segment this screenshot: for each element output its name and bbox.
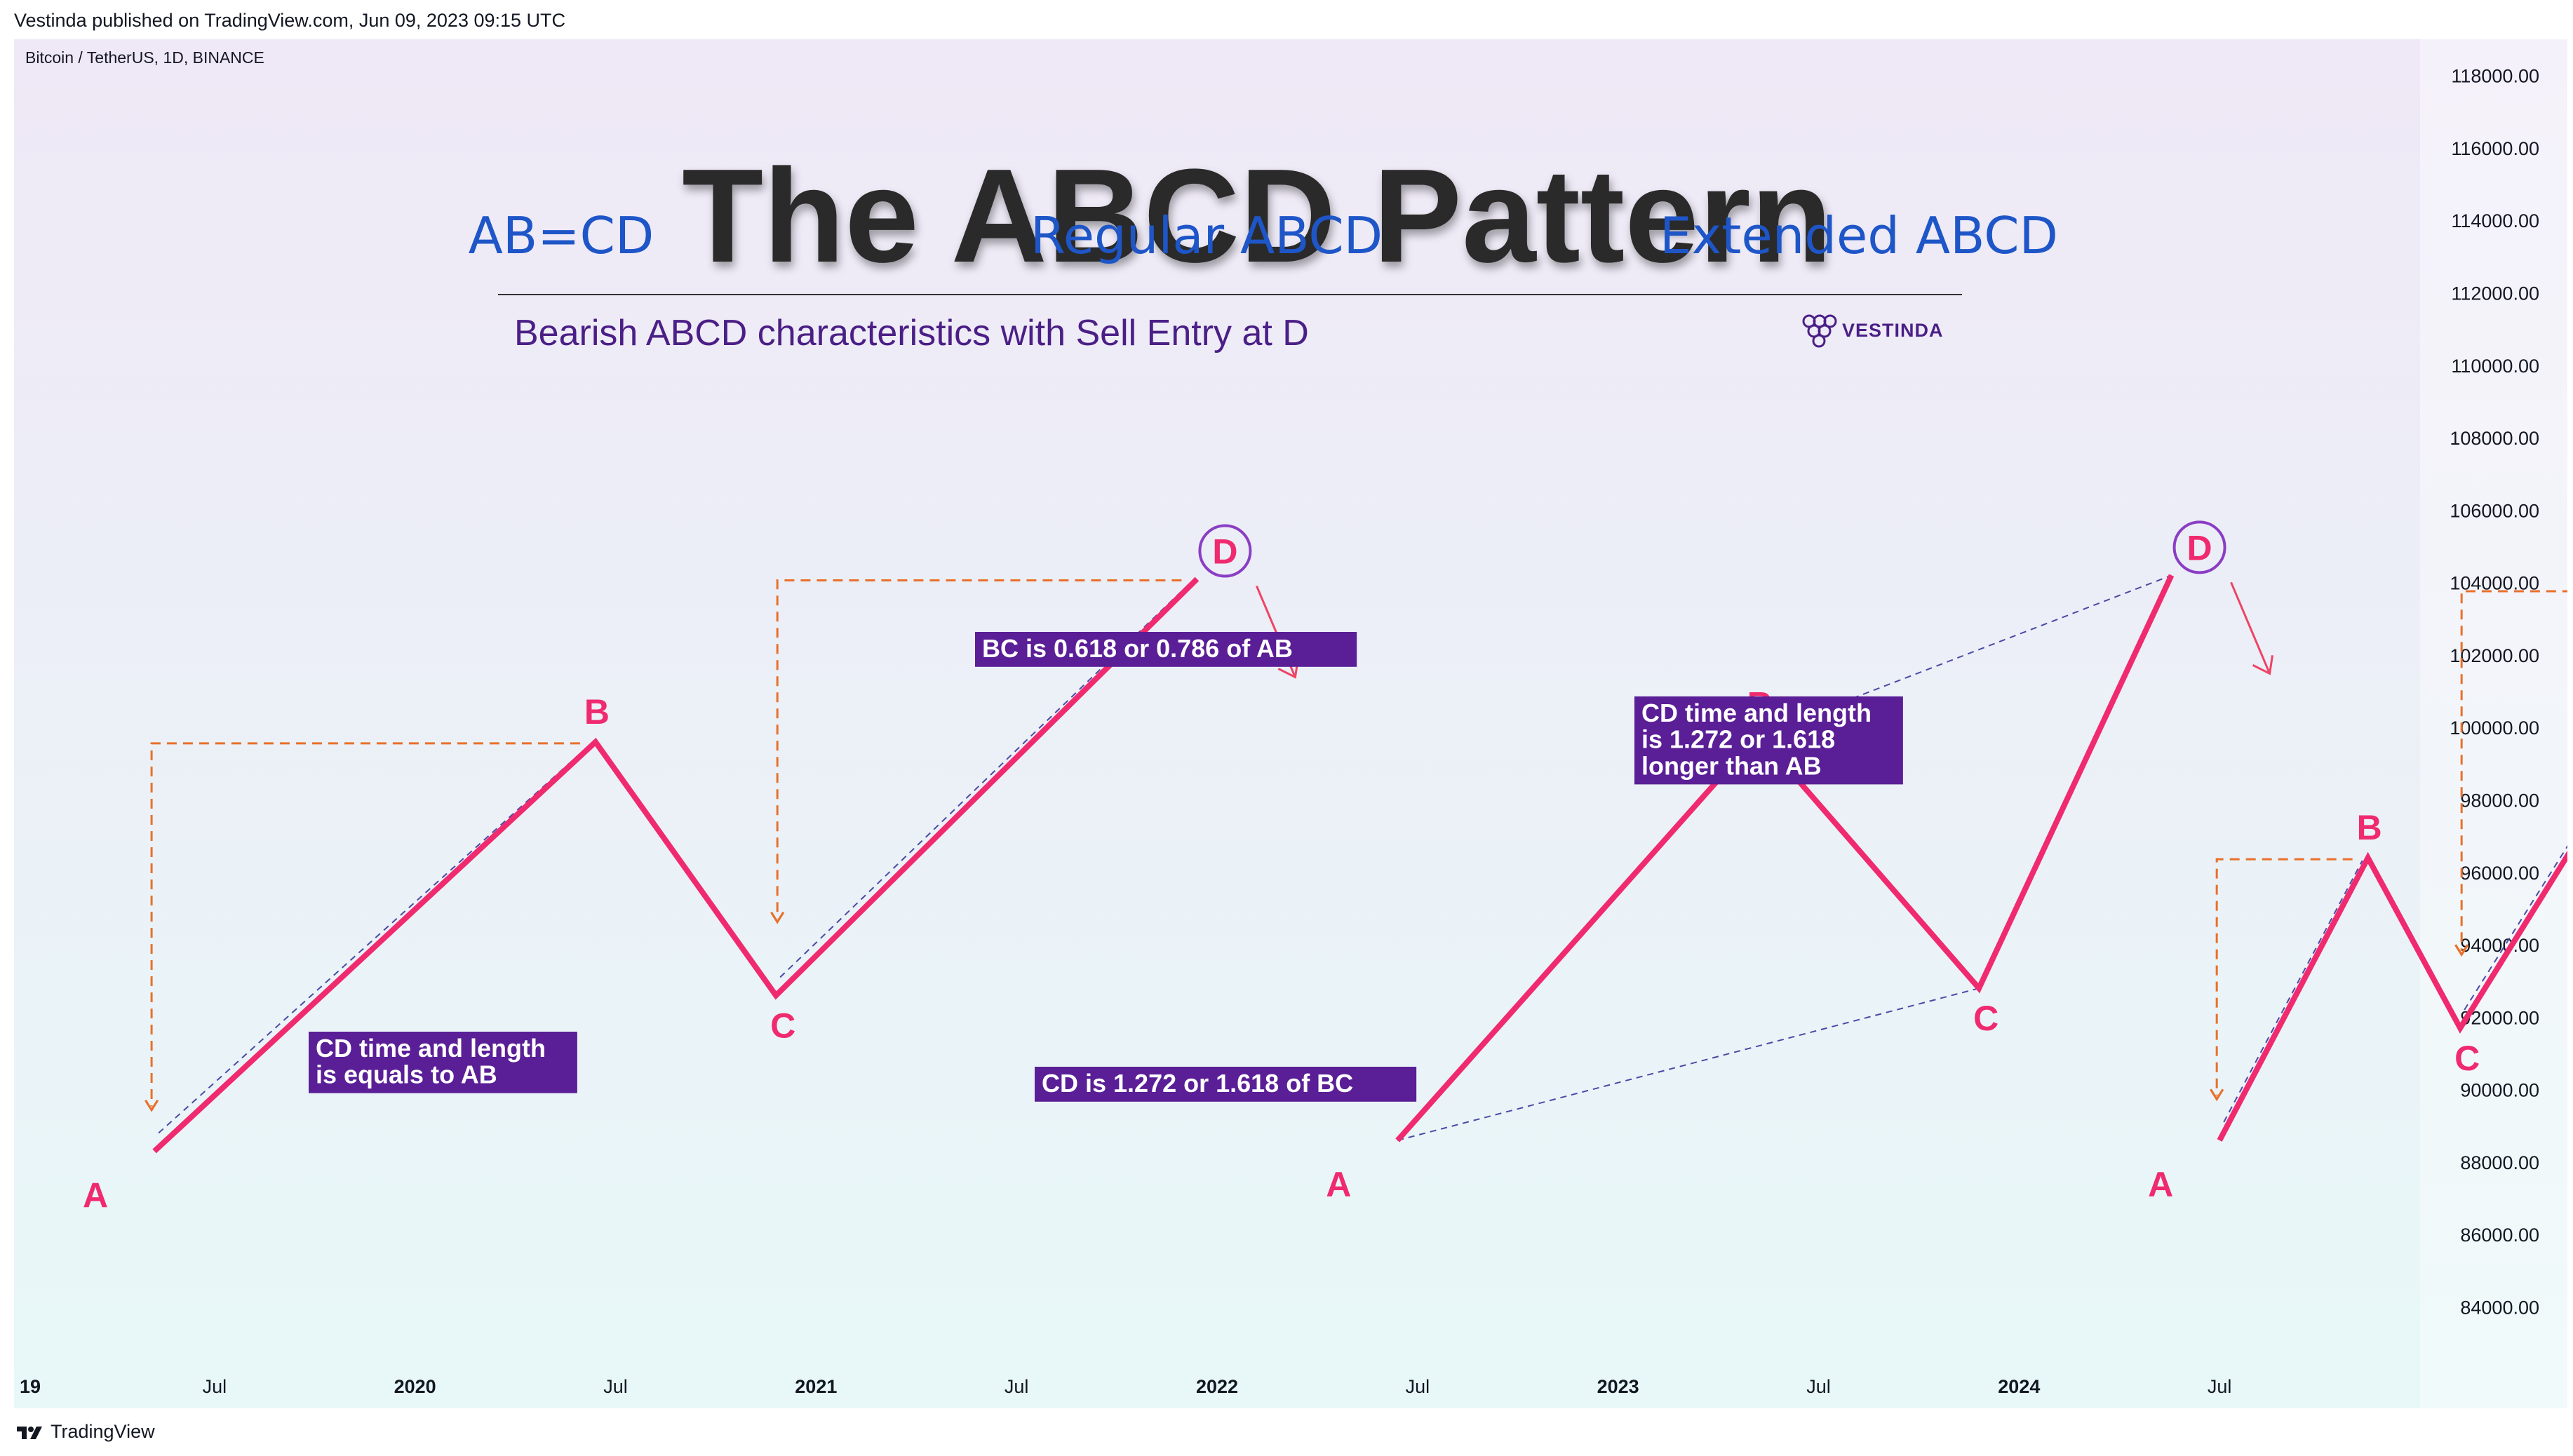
footer-bar [0, 1408, 2573, 1456]
sell-arrow [2230, 581, 2274, 675]
guide-line [158, 744, 591, 1134]
annotation-cd-extended-line: is 1.272 or 1.618 [1641, 725, 1835, 754]
pattern-subtitle: Bearish ABCD characteristics with Sell E… [514, 313, 1309, 353]
annotation-cd-equals-ab-bg [309, 1032, 577, 1093]
price-tick-label: 98000.00 [2460, 790, 2539, 811]
point-d-circle [2172, 520, 2226, 574]
time-tick-label: Jul [2208, 1376, 2232, 1397]
pattern-heading: AB=CD [469, 206, 654, 265]
tradingview-logo-icon [17, 1426, 42, 1439]
pattern-line [2217, 841, 2573, 1142]
point-label-a: A [83, 1175, 108, 1215]
price-tick-label: 110000.00 [2451, 356, 2539, 377]
price-tick-label: 100000.00 [2450, 717, 2539, 739]
time-tick-label: Jul [1406, 1376, 1430, 1397]
point-label-d: D [1212, 532, 1237, 571]
point-label-d: D [2187, 528, 2212, 567]
time-tick-label: 2022 [1196, 1376, 1238, 1397]
pattern-title: The ABCD Pattern [682, 142, 1832, 290]
annotation-cd-extended-bg [1634, 696, 1903, 785]
price-tick-label: 102000.00 [2450, 645, 2539, 666]
price-tick-label: 88000.00 [2460, 1152, 2539, 1173]
point-label-b: B [2357, 808, 2382, 847]
time-tick-label: Jul [1806, 1376, 1831, 1397]
time-tick-label: Jul [1005, 1376, 1029, 1397]
time-tick-label: Jul [603, 1376, 628, 1397]
chart-background [14, 39, 2420, 1408]
point-label-a: A [2148, 1165, 2173, 1204]
measure-arrow [2210, 858, 2353, 1102]
tradingview-label: TradingView [51, 1421, 155, 1442]
price-tick-label: 96000.00 [2460, 863, 2539, 884]
price-tick-label: 84000.00 [2460, 1297, 2539, 1319]
price-tick-label: 106000.00 [2450, 500, 2539, 521]
price-tick-label: 118000.00 [2451, 66, 2539, 87]
annotation-cd-extended-line: longer than AB [1641, 751, 1822, 780]
price-tick-label: 94000.00 [2460, 935, 2539, 956]
point-label-b: B [584, 692, 610, 732]
annotation-cd-ratio-bg [1035, 1067, 1417, 1102]
vestinda-logo-text: VESTINDA [1842, 320, 1944, 341]
price-tick-label: 108000.00 [2450, 428, 2539, 449]
annotation-bc-ratio-line: BC is 0.618 or 0.786 of AB [982, 634, 1293, 663]
price-tick-label: 114000.00 [2451, 210, 2539, 231]
sell-arrow-head [2252, 655, 2274, 675]
time-tick-label: 2024 [1998, 1376, 2040, 1397]
annotation-bc-ratio-bg [975, 632, 1357, 667]
chart-area[interactable]: Bitcoin / TetherUS, 1D, BINANCE The ABCD… [14, 39, 2573, 1408]
annotation-cd-ratio-line: CD is 1.272 or 1.618 of BC [1042, 1069, 1353, 1098]
sell-arrow-shaft [2230, 581, 2271, 674]
price-tick-label: 112000.00 [2451, 283, 2539, 304]
pattern-line [152, 577, 1200, 1154]
annotation-bc-ratio: BC is 0.618 or 0.786 of AB [975, 632, 1357, 667]
guide-line [2464, 836, 2573, 1011]
published-info: Vestinda published on TradingView.com, J… [14, 10, 566, 31]
annotation-cd-equals-ab-line: CD time and length [316, 1034, 546, 1063]
pattern-line [1395, 574, 2175, 1142]
point-label-c: C [2454, 1039, 2480, 1078]
price-tick-label: 90000.00 [2460, 1080, 2539, 1101]
pattern-heading: Regular ABCD [1030, 206, 1383, 265]
time-tick-label: 2023 [1597, 1376, 1639, 1397]
measure-arrow [770, 579, 1182, 924]
pattern-heading: Extended ABCD [1660, 206, 2058, 265]
point-label-a: A [1326, 1165, 1351, 1204]
measure-arrow [144, 742, 580, 1112]
chart-svg: Bitcoin / TetherUS, 1D, BINANCE The ABCD… [14, 39, 2573, 1408]
annotation-cd-ratio: CD is 1.272 or 1.618 of BC [1035, 1067, 1417, 1102]
time-tick-label: 2020 [394, 1376, 436, 1397]
point-label-c: C [1973, 999, 1998, 1038]
point-label-c: C [770, 1006, 795, 1045]
tradingview-brand[interactable]: TradingView [15, 1421, 155, 1443]
price-tick-label: 86000.00 [2460, 1225, 2539, 1246]
annotation-cd-equals-ab-line: is equals to AB [316, 1060, 497, 1089]
price-axis-panel [2420, 39, 2567, 1408]
guide-line [2223, 860, 2363, 1123]
time-tick-label: 2021 [795, 1376, 837, 1397]
annotation-cd-extended-line: CD time and length [1641, 699, 1872, 727]
time-tick-label: 19 [20, 1376, 41, 1397]
vestinda-logo: VESTINDA [1802, 314, 1944, 348]
pattern-regular-abcd: Regular ABCDABCDBC is 0.618 or 0.786 of … [975, 206, 2274, 1204]
symbol-label: Bitcoin / TetherUS, 1D, BINANCE [25, 48, 264, 67]
vestinda-logo-icon [1802, 314, 1837, 348]
publish-bar: Vestinda published on TradingView.com, J… [0, 0, 2573, 39]
point-d-circle [1198, 524, 1252, 578]
price-tick-label: 104000.00 [2450, 573, 2539, 594]
time-axis[interactable]: 19 Jul 2020 Jul 2021 Jul 2022 Jul 2023 Jul 2024 Jul [20, 1376, 2231, 1397]
price-tick-label: 116000.00 [2451, 138, 2539, 159]
time-tick-label: Jul [203, 1376, 227, 1397]
